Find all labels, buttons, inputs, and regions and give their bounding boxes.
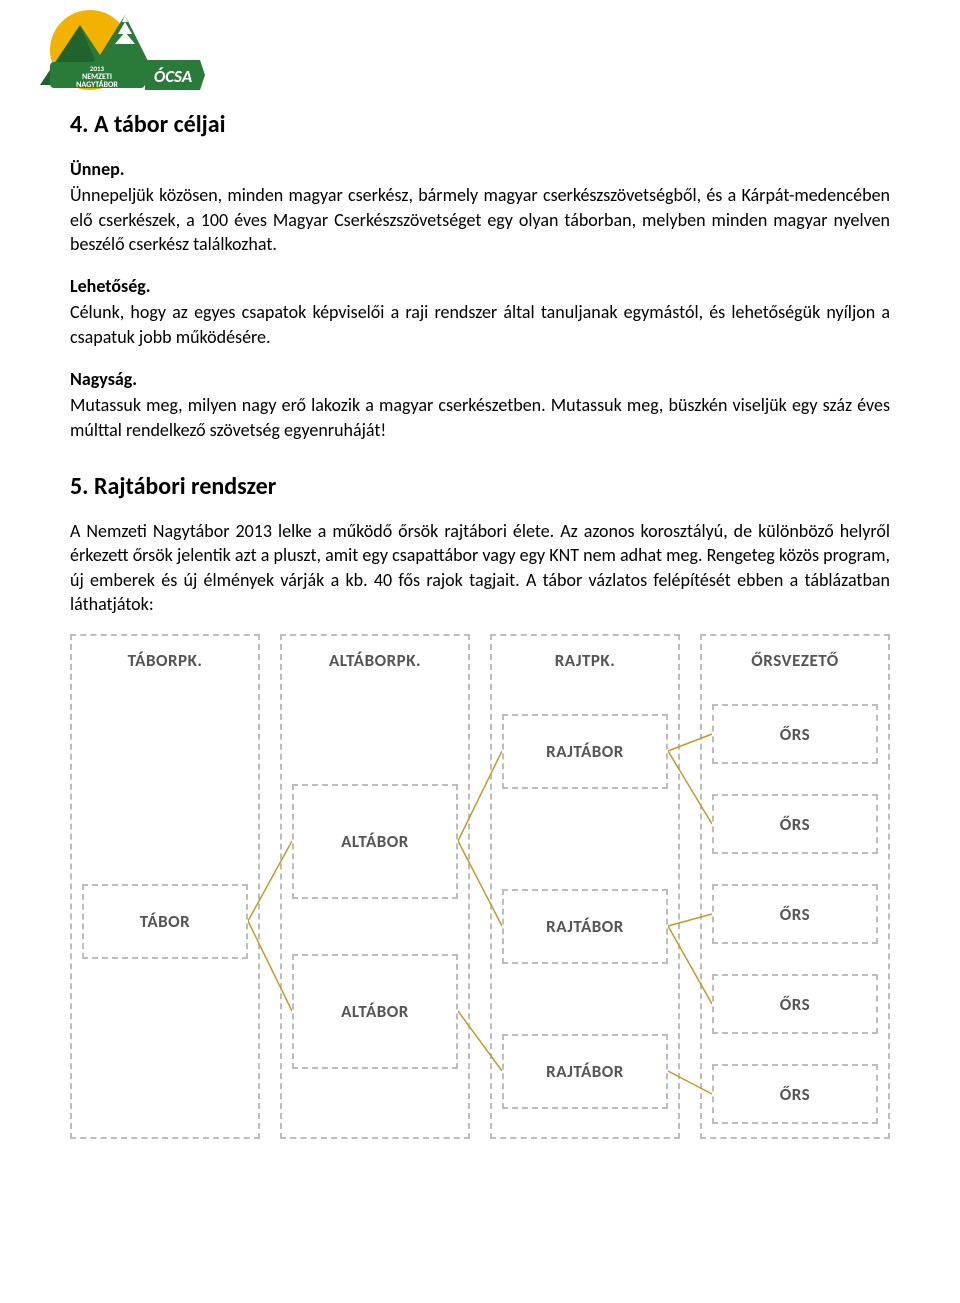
- diagram-column-header: RAJTPK.: [492, 636, 678, 673]
- diagram-node-altabor2: ALTÁBOR: [292, 954, 458, 1069]
- diagram-node-ors3: ŐRS: [712, 884, 878, 944]
- subhead-lehetoseg: Lehetőség.: [70, 274, 890, 298]
- diagram-column-header: ALTÁBORPK.: [282, 636, 468, 673]
- camp-logo: 2013 NEMZETI NAGYTÁBOR ÓCSA: [30, 0, 210, 110]
- body-nagysag: Mutassuk meg, milyen nagy erő lakozik a …: [70, 394, 890, 440]
- paragraph-intro5: A Nemzeti Nagytábor 2013 lelke a működő …: [70, 519, 890, 616]
- subhead-unnep: Ünnep.: [70, 157, 890, 181]
- org-diagram: TÁBORPK. ALTÁBORPK. RAJTPK. ŐRSVEZETŐ TÁBOR A…: [70, 634, 890, 1144]
- diagram-node-ors1: ŐRS: [712, 704, 878, 764]
- document-page: 2013 NEMZETI NAGYTÁBOR ÓCSA 4. A tábor c…: [0, 0, 960, 1164]
- paragraph-unnep: Ünnep. Ünnepeljük közösen, minden magyar…: [70, 157, 890, 256]
- body-lehetoseg: Célunk, hogy az egyes csapatok képviselő…: [70, 301, 890, 347]
- diagram-column-header: TÁBORPK.: [72, 636, 258, 673]
- diagram-node-rajt1: RAJTÁBOR: [502, 714, 668, 789]
- paragraph-nagysag: Nagyság. Mutassuk meg, milyen nagy erő l…: [70, 367, 890, 442]
- heading-4: 4. A tábor céljai: [70, 110, 890, 139]
- diagram-node-ors5: ŐRS: [712, 1064, 878, 1124]
- diagram-node-rajt2: RAJTÁBOR: [502, 889, 668, 964]
- diagram-node-tabor: TÁBOR: [82, 884, 248, 959]
- logo-svg: 2013 NEMZETI NAGYTÁBOR ÓCSA: [30, 0, 210, 110]
- svg-text:ÓCSA: ÓCSA: [154, 66, 192, 87]
- diagram-node-altabor1: ALTÁBOR: [292, 784, 458, 899]
- diagram-node-rajt3: RAJTÁBOR: [502, 1034, 668, 1109]
- heading-5: 5. Rajtábori rendszer: [70, 472, 890, 501]
- subhead-nagysag: Nagyság.: [70, 367, 890, 391]
- diagram-node-ors2: ŐRS: [712, 794, 878, 854]
- body-unnep: Ünnepeljük közösen, minden magyar cserké…: [70, 184, 890, 255]
- diagram-column-header: ŐRSVEZETŐ: [702, 636, 888, 673]
- paragraph-lehetoseg: Lehetőség. Célunk, hogy az egyes csapato…: [70, 274, 890, 349]
- svg-text:NAGYTÁBOR: NAGYTÁBOR: [76, 80, 118, 90]
- diagram-node-ors4: ŐRS: [712, 974, 878, 1034]
